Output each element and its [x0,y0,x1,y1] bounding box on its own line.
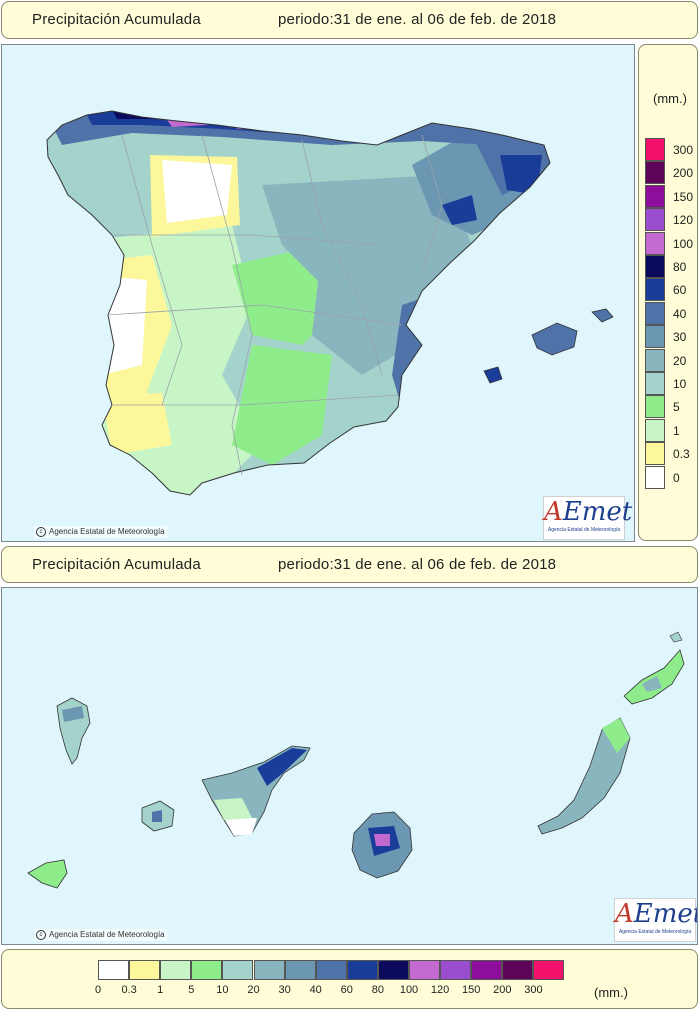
legend-label: 120 [673,213,694,228]
legend-swatch [645,184,665,208]
legend-swatch [98,960,129,980]
legend-swatch [346,960,378,980]
legend-label: 200 [493,984,512,996]
legend-label: 80 [673,260,687,274]
aemet-logo: AEmet Agencia Estatal de Meteorología [543,496,633,540]
legend-label: 0 [94,984,102,996]
canarias-map-svg [27,631,685,889]
legend-label: 300 [673,143,694,157]
legend-swatch [160,960,192,980]
legend-swatch [645,255,665,278]
legend-label: 20 [247,984,260,996]
map-title: Precipitación Acumulada [32,11,201,28]
legend-unit: (mm.) [653,91,687,106]
legend-label: 40 [673,306,687,321]
map-title: Precipitación Acumulada [32,556,201,573]
credit-text: c Agencia Estatal de Meteorología [34,526,167,538]
map-period: periodo:31 de ene. al 06 de feb. de 2018 [278,11,557,28]
legend-swatch [409,960,440,980]
legend-swatch [284,960,316,980]
map-period: periodo:31 de ene. al 06 de feb. de 2018 [278,556,557,573]
island-lanzarote [623,649,685,705]
legend-swatch [222,960,254,980]
credit-text: c Agencia Estatal de Meteorología [34,929,167,941]
legend-swatch [253,960,285,980]
aemet-logo-mark: AEmet [544,497,633,527]
ibiza [483,366,503,384]
legend-swatch [645,465,665,489]
legend-swatch [471,960,503,980]
peninsula-map-svg [46,110,614,496]
legend-swatch [191,960,223,980]
mallorca [531,322,578,356]
legend-label: 60 [673,283,687,298]
legend-label: 100 [399,984,419,996]
copyright-icon: c [36,930,46,940]
vertical-legend: (mm.) 0 0.3 1 5 10 20 30 40 60 80 100 120 150 200 300 [638,44,698,541]
legend-label: 30 [673,330,687,345]
legend-swatch [645,442,665,466]
legend-swatch [533,960,565,980]
legend-label: 5 [673,400,680,415]
legend-swatch [645,138,665,161]
legend-label: 200 [673,166,694,181]
legend-swatch [645,418,665,442]
canarias-map: c Agencia Estatal de Meteorología AEmet A… [1,587,698,945]
legend-swatch [129,960,161,980]
peninsula-coastline [46,110,551,496]
legend-label: 80 [371,984,385,996]
island-el-hierro [27,859,68,889]
legend-label: 30 [278,984,291,996]
legend-swatch [645,372,665,395]
horizontal-legend: 0 0.3 1 5 10 20 30 40 60 80 100 120 150 200 300 (mm.) [1,949,698,1009]
legend-swatch [645,348,665,372]
legend-swatch [645,278,665,302]
island-la-graciosa [669,631,683,643]
aemet-logo-subtitle: Agencia Estatal de Meteorología [547,527,621,533]
legend-label: 1 [157,984,164,996]
legend-label: 10 [216,984,229,996]
legend-label: 150 [673,189,694,204]
legend-label: 150 [462,984,481,996]
legend-label: 120 [430,984,450,996]
legend-label: 10 [673,377,687,391]
region-borders [106,134,443,476]
legend-swatch [645,301,665,325]
legend-label: 20 [673,353,687,368]
legend-label: 40 [309,984,322,996]
aemet-logo: AEmet Agencia Estatal de Meteorología [614,898,698,942]
legend-label: 0.3 [673,447,690,462]
legend-swatch [645,325,665,349]
legend-label: 1 [673,423,680,438]
aemet-logo-subtitle: Agencia Estatal de Meteorología [618,929,692,935]
legend-label: 300 [524,984,543,996]
legend-label: 5 [188,984,195,996]
legend-swatch [645,395,665,419]
menorca [591,308,614,323]
legend-unit: (mm.) [594,985,628,1000]
precipitation-field [47,111,550,495]
legend-swatch [377,960,409,980]
legend-swatch [645,208,665,232]
legend-swatch [645,161,665,185]
header-bar-canarias: Precipitación Acumulada periodo:31 de en… [1,546,698,583]
legend-swatch [645,231,665,255]
legend-label: 60 [340,984,353,996]
aemet-logo-mark: AEmet [615,899,698,929]
legend-swatch [502,960,534,980]
legend-swatch [315,960,347,980]
legend-label: 0.3 [121,984,137,996]
copyright-icon: c [36,527,46,537]
legend-label: 100 [673,236,694,251]
header-bar-peninsula: Precipitación Acumulada periodo:31 de en… [1,1,698,39]
legend-label: 0 [673,470,680,485]
peninsula-map: c Agencia Estatal de Meteorología AEmet A… [1,44,635,542]
legend-swatch [440,960,472,980]
